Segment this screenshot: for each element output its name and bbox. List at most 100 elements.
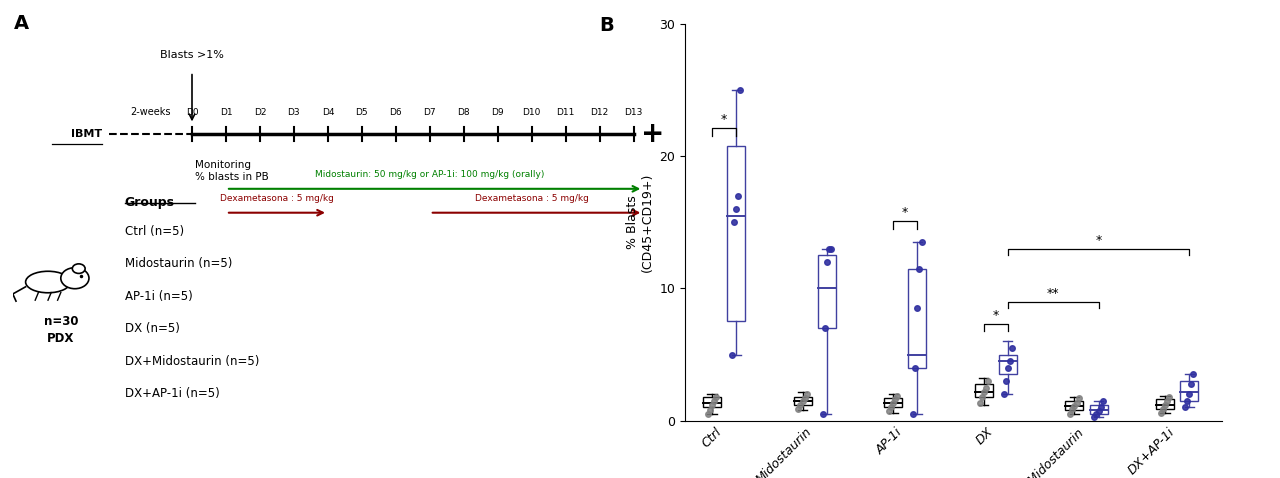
Bar xyxy=(998,355,1018,374)
Text: Midostaurin (n=5): Midostaurin (n=5) xyxy=(125,257,232,270)
Point xyxy=(704,397,724,404)
Text: *: * xyxy=(1096,234,1102,247)
Bar xyxy=(1065,401,1083,410)
Point xyxy=(996,377,1016,385)
Point xyxy=(887,391,908,399)
Bar xyxy=(975,384,993,397)
Text: D11: D11 xyxy=(557,108,575,117)
Point xyxy=(993,391,1014,398)
Text: n=30: n=30 xyxy=(44,315,78,328)
Text: PDX: PDX xyxy=(47,332,74,345)
Text: *: * xyxy=(721,113,727,126)
Point xyxy=(1175,403,1196,411)
Point xyxy=(1069,394,1089,402)
Point xyxy=(1060,410,1080,418)
Ellipse shape xyxy=(26,272,70,293)
Point xyxy=(905,364,925,371)
Point xyxy=(1153,405,1174,413)
Point xyxy=(1176,397,1197,404)
Text: D1: D1 xyxy=(220,108,232,117)
Text: DX+Midostaurin (n=5): DX+Midostaurin (n=5) xyxy=(125,355,259,368)
Point xyxy=(883,400,904,407)
Bar xyxy=(818,255,836,328)
Bar xyxy=(909,269,927,368)
Point xyxy=(1066,400,1087,407)
Point xyxy=(707,393,727,401)
Point xyxy=(1064,402,1084,410)
Point xyxy=(997,364,1018,371)
Point xyxy=(974,388,995,395)
Point xyxy=(788,405,809,413)
Text: *: * xyxy=(902,206,909,219)
Point xyxy=(902,410,923,418)
Point xyxy=(792,397,813,404)
Point xyxy=(813,410,833,418)
Point xyxy=(1091,403,1111,411)
Bar xyxy=(1089,405,1107,414)
Text: D7: D7 xyxy=(424,108,436,117)
Point xyxy=(881,403,901,411)
Point xyxy=(726,205,746,213)
Point xyxy=(700,406,721,414)
Text: D5: D5 xyxy=(356,108,369,117)
Point xyxy=(1155,401,1175,409)
Circle shape xyxy=(61,268,88,289)
Point xyxy=(795,394,815,402)
Text: D8: D8 xyxy=(457,108,470,117)
Point xyxy=(1087,410,1107,418)
Point xyxy=(1084,413,1105,421)
Text: D3: D3 xyxy=(288,108,301,117)
Text: B: B xyxy=(599,16,613,35)
Text: D4: D4 xyxy=(321,108,334,117)
Circle shape xyxy=(72,264,84,273)
Point xyxy=(730,86,750,94)
Text: Ctrl (n=5): Ctrl (n=5) xyxy=(125,225,184,238)
Point xyxy=(879,408,900,415)
Point xyxy=(1179,391,1199,398)
Text: Blasts >1%: Blasts >1% xyxy=(160,50,224,60)
Point xyxy=(701,401,722,409)
Point xyxy=(1181,380,1202,388)
Text: Monitoring
% blasts in PB: Monitoring % blasts in PB xyxy=(195,160,269,182)
Point xyxy=(909,265,929,272)
Bar xyxy=(794,397,812,405)
Text: D0: D0 xyxy=(186,108,198,117)
Text: 2-weeks: 2-weeks xyxy=(131,107,170,117)
Point xyxy=(969,400,989,407)
Text: *: * xyxy=(993,309,998,322)
Point xyxy=(820,245,841,252)
Text: IBMT: IBMT xyxy=(72,129,102,139)
Text: +: + xyxy=(641,120,664,148)
Bar xyxy=(703,397,721,407)
Text: DX+AP-1i (n=5): DX+AP-1i (n=5) xyxy=(125,387,220,400)
Text: D10: D10 xyxy=(522,108,541,117)
Point xyxy=(975,384,996,391)
Text: Dexametasona : 5 mg/kg: Dexametasona : 5 mg/kg xyxy=(475,194,589,203)
Point xyxy=(814,324,835,332)
Text: DX (n=5): DX (n=5) xyxy=(125,322,179,335)
Point xyxy=(911,239,932,246)
Point xyxy=(1158,393,1179,401)
Text: **: ** xyxy=(1047,287,1060,300)
Bar xyxy=(1156,400,1174,409)
Point xyxy=(884,396,905,403)
Point xyxy=(698,410,718,418)
Point xyxy=(723,218,744,226)
Point xyxy=(1157,397,1178,404)
Text: Midostaurin: 50 mg/kg or AP-1i: 100 mg/kg (orally): Midostaurin: 50 mg/kg or AP-1i: 100 mg/k… xyxy=(315,170,544,179)
Point xyxy=(908,304,928,312)
Text: Groups: Groups xyxy=(125,196,175,209)
Text: Dexametasona : 5 mg/kg: Dexametasona : 5 mg/kg xyxy=(220,194,334,203)
Point xyxy=(1183,370,1203,378)
Point xyxy=(1062,405,1083,413)
Point xyxy=(1088,408,1108,415)
Text: A: A xyxy=(14,14,29,33)
Bar xyxy=(727,146,745,322)
Y-axis label: % Blasts
(CD45+CD19+): % Blasts (CD45+CD19+) xyxy=(626,173,654,272)
Point xyxy=(1093,397,1114,404)
Point xyxy=(978,377,998,385)
Text: AP-1i (n=5): AP-1i (n=5) xyxy=(125,290,192,303)
Point xyxy=(972,393,992,401)
Point xyxy=(722,351,742,358)
Point xyxy=(819,245,840,252)
